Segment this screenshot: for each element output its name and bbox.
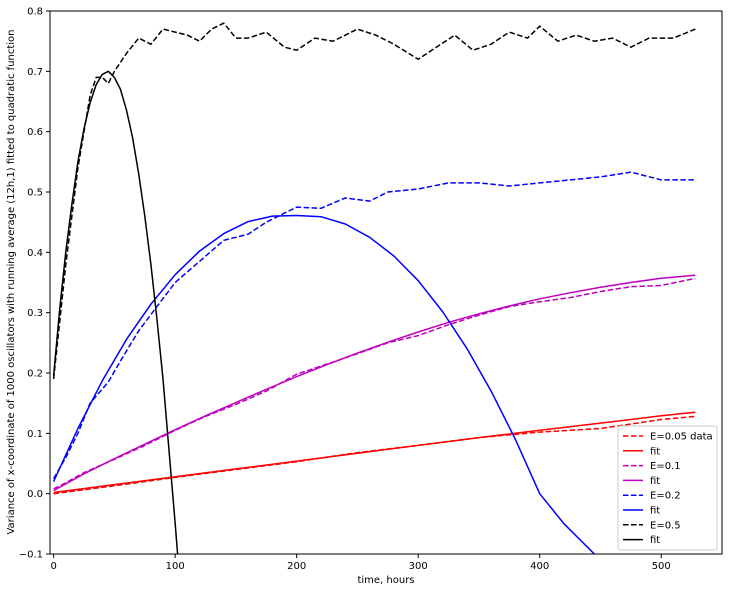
series-line-4 [52,171,696,479]
series-line-7 [52,70,179,554]
x-axis-label: time, hours [357,575,414,586]
y-tick-label: 0.0 [27,489,43,500]
y-tick-label: 0.2 [27,369,43,380]
legend-label-5: fit [650,506,660,517]
series-line-1 [53,411,696,494]
legend-label-3: fit [650,476,660,487]
x-tick-label: 400 [530,561,549,572]
series-layer [52,22,696,554]
legend-label-2: E=0.1 [650,461,681,472]
y-tick-label: 0.5 [27,188,43,199]
legend-label-4: E=0.2 [650,491,681,502]
series-line-5 [52,214,595,554]
legend-label-7: fit [650,535,660,546]
x-tick-label: 0 [50,561,56,572]
y-tick-label: 0.4 [27,248,43,259]
y-axis-label: Variance of x-coordinate of 1000 oscilla… [6,29,17,534]
x-axis-ticks: 0 100 200 300 400 500 [50,554,671,572]
legend-label-0: E=0.05 data [650,432,713,443]
y-tick-label: 0.7 [27,67,43,78]
x-tick-label: 500 [652,561,671,572]
series-line-3 [53,274,696,492]
legend-label-6: E=0.5 [650,520,681,531]
y-axis-ticks: −0.1 0.0 0.1 0.2 0.3 0.4 0.5 0.6 0.7 0.8 [19,7,50,561]
plot-frame [49,10,723,555]
legend-label-1: fit [650,446,660,457]
y-tick-label: 0.6 [27,127,43,138]
x-tick-label: 200 [287,561,306,572]
x-tick-label: 300 [409,561,428,572]
y-tick-label: 0.8 [27,7,43,18]
x-tick-label: 100 [166,561,185,572]
y-tick-label: 0.1 [27,429,43,440]
y-tick-label: 0.3 [27,308,43,319]
legend: E=0.05 data fit E=0.1 fit E=0.2 fit E=0.5 fit [617,425,718,551]
y-tick-label: −0.1 [19,550,43,561]
series-line-6 [52,22,696,380]
legend-items: E=0.05 data fit E=0.1 fit E=0.2 fit E=0.5 fit [623,432,713,546]
legend-box [617,425,718,551]
